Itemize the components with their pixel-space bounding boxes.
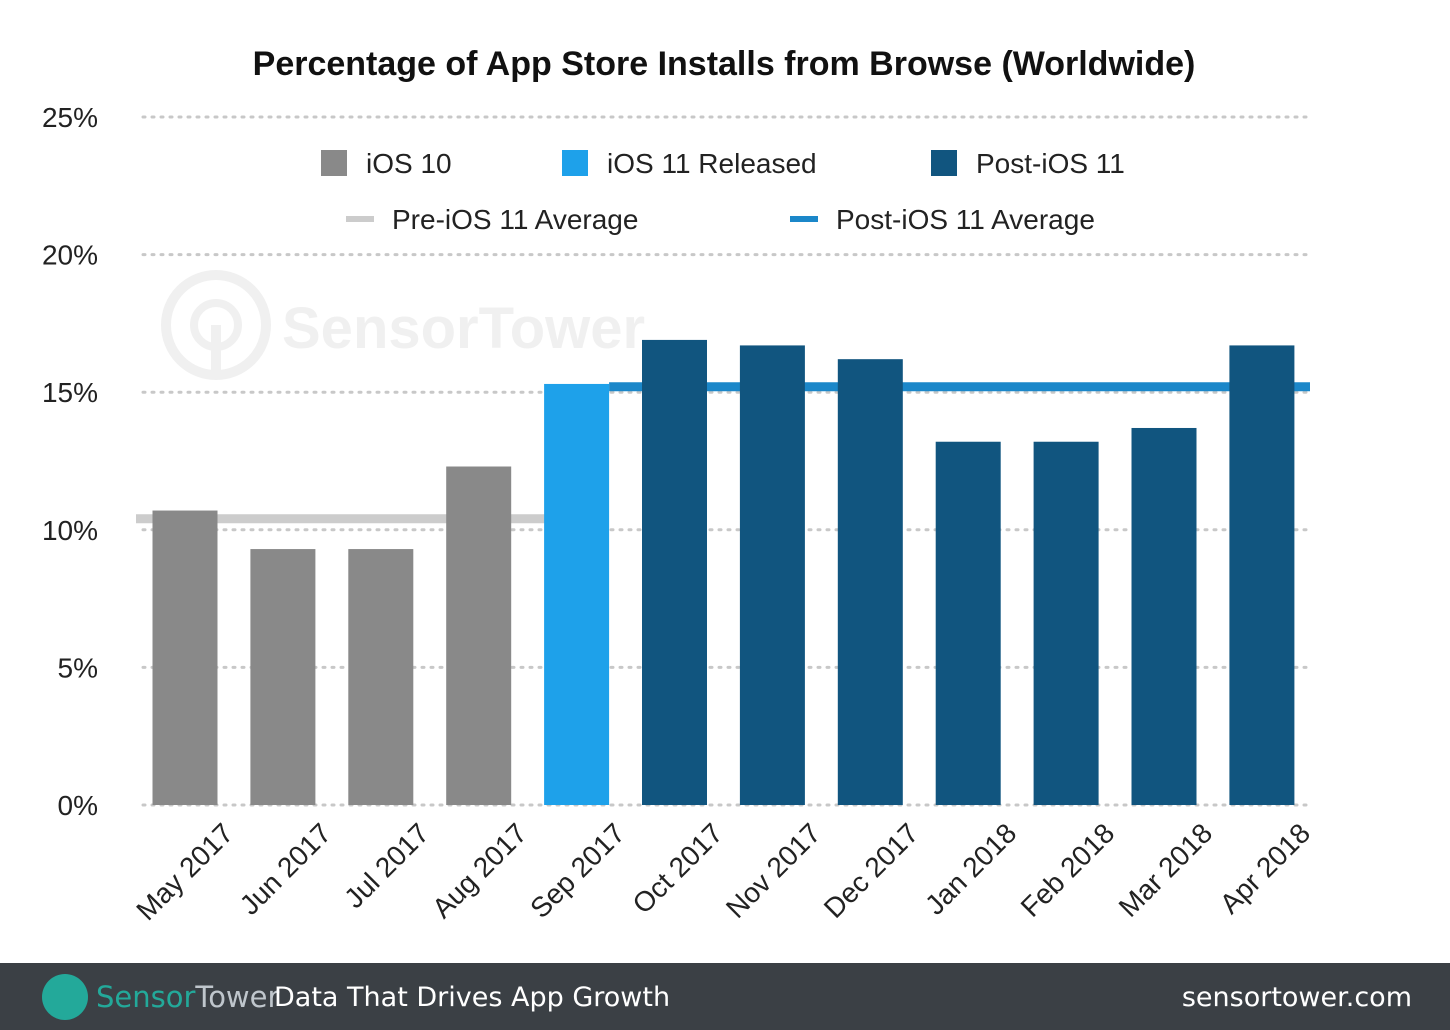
bar-feb-2018 xyxy=(1033,441,1099,805)
bar-nov-2017 xyxy=(739,345,805,805)
legend-line-swatch xyxy=(790,216,818,222)
x-tick-label: Jun 2017 xyxy=(234,817,337,920)
footer: SensorTower Data That Drives App Growth … xyxy=(0,963,1450,1030)
bar-dec-2017 xyxy=(837,359,903,805)
y-tick-label: 20% xyxy=(42,240,98,271)
legend-label: iOS 11 Released xyxy=(607,148,817,179)
legend-label: iOS 10 xyxy=(366,148,452,179)
chart-title: Percentage of App Store Installs from Br… xyxy=(253,45,1196,83)
x-tick-label: Jul 2017 xyxy=(338,817,435,914)
y-tick-label: 10% xyxy=(42,515,98,546)
sensortower-logo-icon xyxy=(42,974,88,1020)
bar-apr-2018 xyxy=(1229,345,1295,805)
y-tick-label: 15% xyxy=(42,377,98,408)
y-tick-label: 0% xyxy=(58,790,98,821)
legend-swatch xyxy=(931,150,957,176)
bar-jan-2018 xyxy=(935,441,1001,805)
x-tick-label: Aug 2017 xyxy=(426,817,533,924)
x-tick-label: Dec 2017 xyxy=(818,817,925,924)
x-tick-label: Sep 2017 xyxy=(524,817,631,924)
legend-swatch xyxy=(321,150,347,176)
x-tick-label: Feb 2018 xyxy=(1015,817,1121,923)
legend-swatch xyxy=(562,150,588,176)
x-tick-label: Apr 2018 xyxy=(1214,817,1316,919)
footer-tagline: Data That Drives App Growth xyxy=(274,982,671,1013)
bar-mar-2018 xyxy=(1131,427,1197,805)
bar-oct-2017 xyxy=(642,339,707,805)
legend-label: Post-iOS 11 xyxy=(976,148,1125,179)
footer-brand: SensorTower xyxy=(96,980,280,1014)
bar-may-2017 xyxy=(152,510,218,805)
bar-jul-2017 xyxy=(348,549,414,805)
x-tick-label: Oct 2017 xyxy=(626,817,728,919)
bar-sep-2017 xyxy=(544,383,610,805)
y-tick-label: 25% xyxy=(42,102,98,133)
y-tick-label: 5% xyxy=(58,652,98,683)
footer-site-link[interactable]: sensortower.com xyxy=(1181,982,1412,1013)
svg-text:SensorTower: SensorTower xyxy=(282,296,645,361)
x-tick-label: Jan 2018 xyxy=(919,817,1022,920)
bar-chart: Percentage of App Store Installs from Br… xyxy=(42,45,1316,926)
x-tick-label: Mar 2018 xyxy=(1113,817,1219,923)
x-tick-label: May 2017 xyxy=(130,817,239,926)
bar-aug-2017 xyxy=(446,466,512,805)
legend-label: Post-iOS 11 Average xyxy=(836,204,1095,235)
bar-jun-2017 xyxy=(250,549,316,805)
legend-label: Pre-iOS 11 Average xyxy=(392,204,638,235)
x-tick-label: Nov 2017 xyxy=(720,817,827,924)
watermark: SensorTower xyxy=(161,270,645,380)
legend-line-swatch xyxy=(346,216,374,222)
